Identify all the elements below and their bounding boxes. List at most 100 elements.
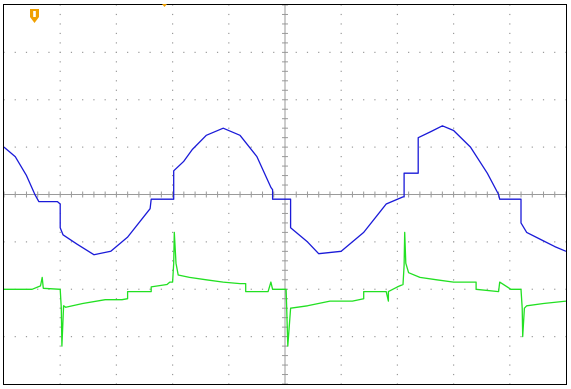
grid-dot	[228, 175, 229, 176]
grid-dot	[138, 241, 139, 242]
grid-dot	[116, 90, 117, 91]
grid-dot	[60, 80, 61, 81]
grid-dot	[194, 336, 195, 337]
grid-dot	[431, 289, 432, 290]
grid-dot	[116, 42, 117, 43]
grid-dot	[397, 109, 398, 110]
grid-dot	[386, 52, 387, 53]
grid-dot	[554, 289, 555, 290]
grid-dot	[138, 336, 139, 337]
grid-dot	[37, 147, 38, 148]
grid-dot	[262, 336, 263, 337]
grid-dot	[60, 346, 61, 347]
grid-dot	[116, 175, 117, 176]
grid-dot	[116, 128, 117, 129]
grid-dot	[228, 213, 229, 214]
grid-dot	[341, 33, 342, 34]
grid-dot	[363, 336, 364, 337]
grid-dot	[363, 289, 364, 290]
grid-dot	[397, 270, 398, 271]
grid-dot	[194, 241, 195, 242]
grid-dot	[509, 317, 510, 318]
grid-dot	[509, 346, 510, 347]
grid-dot	[60, 308, 61, 309]
grid-dot	[543, 336, 544, 337]
grid-dot	[228, 374, 229, 375]
grid-dot	[408, 52, 409, 53]
grid-dot	[509, 279, 510, 280]
grid-dot	[172, 147, 173, 148]
grid-dot	[15, 336, 16, 337]
grid-dot	[453, 241, 454, 242]
grid-dot	[183, 289, 184, 290]
grid-dot	[262, 99, 263, 100]
grid-dot	[397, 346, 398, 347]
grid-dot	[228, 90, 229, 91]
grid-dot	[408, 147, 409, 148]
grid-dot	[453, 109, 454, 110]
grid-dot	[509, 260, 510, 261]
grid-dot	[408, 99, 409, 100]
grid-dot	[341, 137, 342, 138]
grid-dot	[442, 147, 443, 148]
grid-dot	[228, 52, 229, 53]
grid-dot	[453, 279, 454, 280]
grid-dot	[341, 213, 342, 214]
grid-dot	[116, 355, 117, 356]
grid-dot	[341, 52, 342, 53]
grid-dot	[453, 184, 454, 185]
grid-dot	[397, 222, 398, 223]
grid-dot	[37, 99, 38, 100]
grid-dot	[386, 147, 387, 148]
grid-dot	[138, 289, 139, 290]
grid-dot	[228, 109, 229, 110]
grid-dot	[487, 241, 488, 242]
grid-dot	[397, 355, 398, 356]
grid-dot	[116, 118, 117, 119]
grid-dot	[172, 118, 173, 119]
grid-dot	[172, 260, 173, 261]
grid-dot	[172, 374, 173, 375]
grid-dot	[127, 241, 128, 242]
grid-dot	[543, 147, 544, 148]
grid-dot	[228, 99, 229, 100]
grid-dot	[48, 336, 49, 337]
grid-dot	[161, 241, 162, 242]
grid-dot	[150, 147, 151, 148]
grid-dot	[228, 336, 229, 337]
grid-dot	[172, 355, 173, 356]
grid-dot	[206, 52, 207, 53]
grid-dot	[60, 137, 61, 138]
grid-dot	[509, 42, 510, 43]
grid-dot	[453, 260, 454, 261]
grid-dot	[475, 147, 476, 148]
grid-dot	[251, 52, 252, 53]
grid-dot	[161, 52, 162, 53]
grid-dot	[509, 184, 510, 185]
grid-dot	[341, 222, 342, 223]
grid-dot	[509, 232, 510, 233]
grid-dot	[509, 80, 510, 81]
grid-dot	[453, 156, 454, 157]
grid-dot	[82, 99, 83, 100]
grid-dot	[60, 364, 61, 365]
grid-dot	[509, 298, 510, 299]
grid-dot	[341, 355, 342, 356]
grid-dot	[341, 175, 342, 176]
grid-dot	[397, 298, 398, 299]
grid-dot	[161, 147, 162, 148]
grid-dot	[161, 289, 162, 290]
grid-dot	[453, 14, 454, 15]
grid-dot	[105, 52, 106, 53]
grid-dot	[453, 308, 454, 309]
grid-dot	[116, 241, 117, 242]
grid-dot	[37, 336, 38, 337]
grid-dot	[453, 346, 454, 347]
grid-dot	[397, 14, 398, 15]
grid-dot	[509, 374, 510, 375]
grid-dot	[329, 52, 330, 53]
grid-dot	[127, 147, 128, 148]
grid-dot	[397, 336, 398, 337]
grid-dot	[397, 289, 398, 290]
